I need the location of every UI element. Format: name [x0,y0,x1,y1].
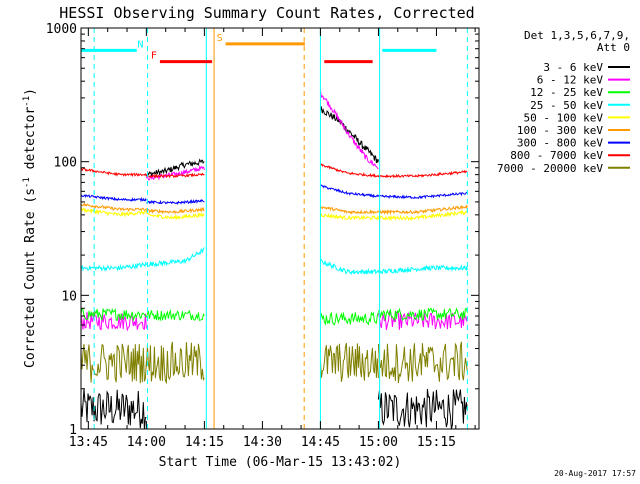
y-axis-label-mid: detector [23,107,38,178]
series-100-300-kev-segment-2 [145,206,205,215]
series-100-300-kev [80,202,468,216]
series-12-25-kev-segment-2 [145,309,205,322]
y-axis-label-sup1: -1 [22,177,32,188]
series-25-50-kev-segment-1 [80,261,147,272]
series-800-7000-kev-segment-2 [146,172,205,179]
series-7000-20000-kev-segment-1 [80,343,147,384]
series-12-25-kev [80,307,468,327]
x-tick-label: 13:45 [69,435,108,450]
series-300-800-kev-segment-3 [320,184,379,199]
series-7000-20000-kev [80,341,468,385]
series-800-7000-kev-segment-3 [319,163,379,178]
flag-label-f: F [151,51,157,62]
series-800-7000-kev-segment-1 [80,167,147,178]
legend-entry-100-300-kev: 100 - 300 keV [517,124,630,137]
series-6-12-kev [80,89,468,332]
series-3-6-kev-segment-1 [80,388,147,429]
legend-entry-3-6-kev: 3 - 6 keV [543,61,630,74]
series-6-12-kev-segment-3 [319,89,379,170]
legend-entry-label: 6 - 12 keV [537,74,604,87]
series-100-300-kev-segment-3 [319,205,379,215]
series-300-800-kev [80,184,468,206]
vertical-markers [93,28,468,429]
legend-header-line-1: Det 1,3,5,6,7,9, [524,29,630,42]
series-6-12-kev-segment-4 [377,310,468,330]
series-7000-20000-kev-segment-4 [377,341,468,384]
footer-date: 20-Aug-2017 17:57 [554,469,636,478]
y-tick-label: 10 [61,289,77,304]
series-50-100-kev [80,207,468,222]
y-axis-label: Corrected Count Rate (s-1 detector-1) [22,88,38,368]
series-100-300-kev-segment-4 [377,204,468,216]
flag-label-s: S [217,33,223,44]
x-tick-layer: 13:45 14:00 14:15 14:30 14:45 15:00 15:15 [69,28,476,450]
legend-entry-800-7000-kev: 800 - 7000 keV [510,149,630,162]
legend-entry-label: 3 - 6 keV [543,61,603,74]
x-axis-label: Start Time (06-Mar-15 13:43:02) [159,455,402,470]
legend-header-line-2: Att 0 [597,41,630,54]
legend-entry-12-25-kev: 12 - 25 keV [530,86,630,99]
series-50-100-kev-segment-4 [377,209,468,222]
y-tick-label: 1000 [46,22,77,37]
legend-entry-300-800-kev: 300 - 800 keV [517,137,630,150]
plot-layer: NF S [80,28,468,429]
series-3-6-kev [80,106,468,429]
x-tick-label: 15:00 [359,435,398,450]
x-tick-label: 14:00 [127,435,166,450]
x-tick-label: 14:30 [243,435,282,450]
series-300-800-kev-segment-2 [146,199,205,206]
series-7000-20000-kev-segment-2 [145,341,205,385]
series-800-7000-kev-segment-4 [377,169,468,179]
legend-entry-label: 800 - 7000 keV [510,149,603,162]
series-6-12-kev-segment-1 [80,312,147,332]
series-7000-20000-kev-segment-3 [319,342,379,382]
series-50-100-kev-segment-3 [319,212,379,221]
legend-entry-25-50-kev: 25 - 50 keV [530,99,630,112]
series-25-50-kev [80,247,468,276]
y-tick-layer: 1 10 100 1000 [46,22,479,438]
series-12-25-kev-segment-4 [377,307,468,322]
series-3-6-kev-segment-3 [319,106,379,164]
x-tick-label: 14:15 [185,435,224,450]
legend-entry-6-12-kev: 6 - 12 keV [537,74,630,87]
legend-entry-50-100-kev: 50 - 100 keV [524,111,630,124]
series-25-50-kev-segment-3 [319,258,379,276]
legend-entry-label: 12 - 25 keV [530,86,603,99]
legend-entry-label: 7000 - 20000 keV [497,162,603,175]
y-axis-label-sup2: -1 [22,96,32,107]
series-300-800-kev-segment-4 [378,191,468,200]
y-axis-label-main: Corrected Count Rate (s [23,188,38,368]
series-100-300-kev-segment-1 [80,202,147,212]
y-tick-label: 1 [69,423,77,438]
series-800-7000-kev [80,163,468,179]
plot-frame [80,27,480,430]
flag-bars: NF S [81,33,437,64]
series-50-100-kev-segment-2 [146,212,205,221]
legend-entry-7000-20000-kev: 7000 - 20000 keV [497,162,630,175]
x-tick-label: 14:45 [301,435,340,450]
series-50-100-kev-segment-1 [80,207,147,218]
series-25-50-kev-segment-4 [378,264,468,275]
legend-entry-label: 50 - 100 keV [524,111,604,124]
legend-entry-label: 100 - 300 keV [517,124,603,137]
legend-entry-label: 300 - 800 keV [517,137,603,150]
chart-title: HESSI Observing Summary Count Rates, Cor… [59,4,474,22]
series-12-25-kev-segment-1 [80,307,147,322]
series-3-6-kev-segment-2 [145,158,205,178]
series-12-25-kev-segment-3 [319,311,379,327]
series-300-800-kev-segment-1 [80,194,147,203]
series-3-6-kev-segment-4 [377,389,468,429]
y-axis-label-end: ) [23,88,38,96]
x-tick-label: 15:15 [417,435,456,450]
series-25-50-kev-segment-2 [146,247,205,268]
flag-label-n: N [137,39,143,50]
legend-entry-label: 25 - 50 keV [530,99,603,112]
y-tick-label: 100 [54,156,77,171]
